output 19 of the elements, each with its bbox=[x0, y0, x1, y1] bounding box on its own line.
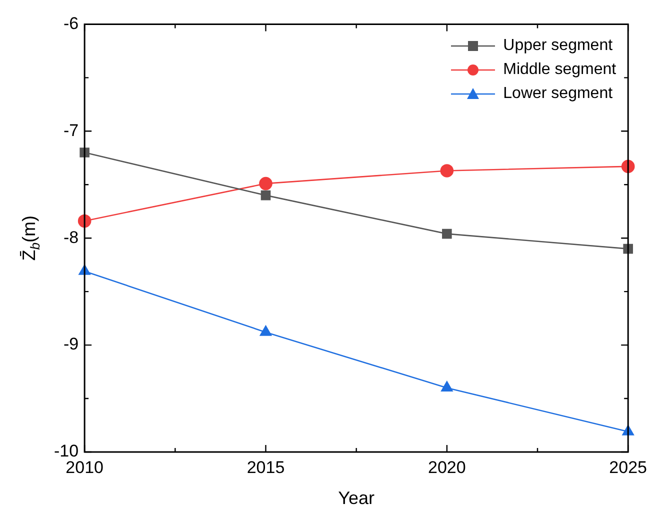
x-tick-label: 2015 bbox=[246, 458, 285, 477]
point bbox=[442, 228, 452, 239]
y-tick-label: -6 bbox=[63, 14, 79, 33]
x-axis-title: Year bbox=[338, 488, 375, 508]
x-tick-label: 2020 bbox=[428, 458, 466, 477]
x-tick-label: 2025 bbox=[609, 458, 648, 477]
y-axis-title: Z̄b(m) bbox=[18, 215, 43, 261]
point bbox=[259, 176, 272, 190]
y-tick-label: -9 bbox=[63, 334, 79, 354]
legend-label: Upper segment bbox=[503, 37, 613, 56]
point bbox=[440, 164, 454, 178]
point bbox=[260, 190, 271, 200]
legend-label: Middle segment bbox=[503, 61, 616, 80]
point bbox=[441, 381, 453, 392]
point bbox=[80, 148, 90, 158]
y-tick-label: -8 bbox=[63, 228, 79, 247]
legend-label: Lower segment bbox=[503, 85, 613, 104]
y-tick-label: -7 bbox=[63, 120, 79, 140]
point bbox=[260, 326, 272, 336]
